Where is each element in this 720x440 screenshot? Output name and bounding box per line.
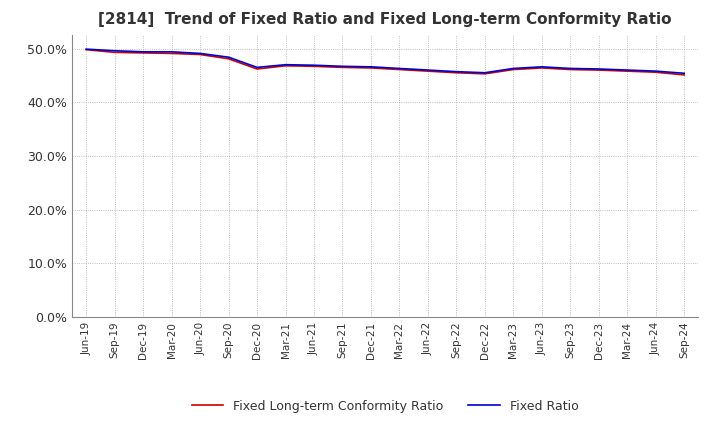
Fixed Long-term Conformity Ratio	[566, 67, 575, 72]
Title: [2814]  Trend of Fixed Ratio and Fixed Long-term Conformity Ratio: [2814] Trend of Fixed Ratio and Fixed Lo…	[99, 12, 672, 27]
Fixed Long-term Conformity Ratio	[310, 64, 318, 69]
Fixed Ratio	[110, 48, 119, 53]
Fixed Long-term Conformity Ratio	[225, 56, 233, 62]
Fixed Long-term Conformity Ratio	[338, 65, 347, 70]
Fixed Long-term Conformity Ratio	[395, 67, 404, 72]
Fixed Ratio	[566, 66, 575, 71]
Fixed Ratio	[652, 69, 660, 74]
Fixed Ratio	[338, 64, 347, 69]
Fixed Long-term Conformity Ratio	[452, 70, 461, 75]
Fixed Ratio	[366, 64, 375, 70]
Fixed Long-term Conformity Ratio	[537, 65, 546, 70]
Fixed Long-term Conformity Ratio	[167, 51, 176, 56]
Fixed Ratio	[82, 47, 91, 52]
Line: Fixed Long-term Conformity Ratio: Fixed Long-term Conformity Ratio	[86, 50, 684, 75]
Fixed Ratio	[423, 67, 432, 73]
Fixed Ratio	[139, 49, 148, 55]
Fixed Ratio	[509, 66, 518, 71]
Fixed Ratio	[196, 51, 204, 56]
Fixed Long-term Conformity Ratio	[82, 47, 91, 52]
Fixed Long-term Conformity Ratio	[282, 63, 290, 68]
Fixed Long-term Conformity Ratio	[196, 52, 204, 57]
Line: Fixed Ratio: Fixed Ratio	[86, 49, 684, 73]
Fixed Long-term Conformity Ratio	[366, 65, 375, 70]
Fixed Long-term Conformity Ratio	[110, 50, 119, 55]
Fixed Ratio	[395, 66, 404, 71]
Fixed Long-term Conformity Ratio	[423, 69, 432, 74]
Fixed Long-term Conformity Ratio	[595, 67, 603, 73]
Fixed Ratio	[480, 70, 489, 75]
Fixed Long-term Conformity Ratio	[253, 66, 261, 72]
Fixed Ratio	[282, 62, 290, 67]
Fixed Ratio	[595, 66, 603, 72]
Fixed Ratio	[167, 49, 176, 55]
Fixed Long-term Conformity Ratio	[139, 50, 148, 55]
Fixed Ratio	[537, 64, 546, 70]
Fixed Ratio	[680, 71, 688, 76]
Fixed Ratio	[253, 65, 261, 70]
Fixed Long-term Conformity Ratio	[623, 69, 631, 74]
Fixed Ratio	[452, 69, 461, 74]
Fixed Long-term Conformity Ratio	[652, 70, 660, 75]
Fixed Long-term Conformity Ratio	[680, 72, 688, 77]
Fixed Ratio	[225, 55, 233, 60]
Legend: Fixed Long-term Conformity Ratio, Fixed Ratio: Fixed Long-term Conformity Ratio, Fixed …	[187, 395, 583, 418]
Fixed Long-term Conformity Ratio	[509, 67, 518, 72]
Fixed Ratio	[623, 67, 631, 73]
Fixed Long-term Conformity Ratio	[480, 71, 489, 77]
Fixed Ratio	[310, 62, 318, 68]
